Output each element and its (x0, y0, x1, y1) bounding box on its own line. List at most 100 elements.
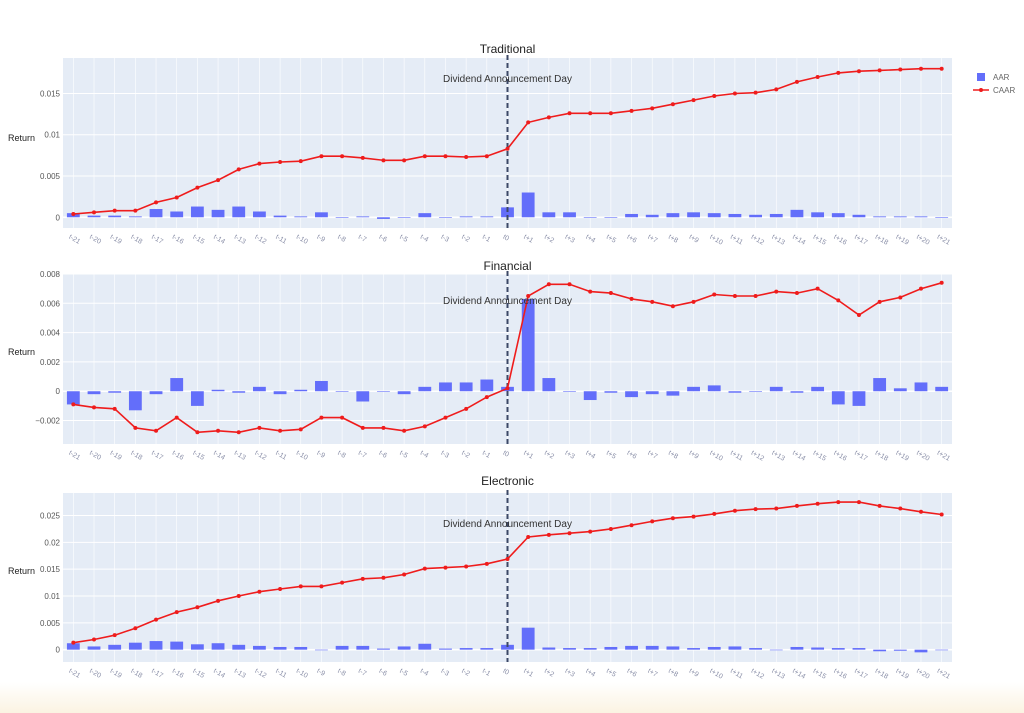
caar-point (360, 576, 365, 581)
aar-bar (728, 646, 742, 650)
x-tick-label: t-8 (336, 234, 347, 244)
x-tick-label: t+10 (708, 668, 724, 681)
caar-point (112, 208, 117, 213)
y-tick-label: 0 (56, 213, 61, 222)
caar-point (629, 296, 634, 301)
aar-bar (149, 209, 163, 218)
x-tick-label: t-3 (439, 234, 450, 244)
caar-point (918, 509, 923, 514)
caar-point (71, 211, 76, 216)
caar-point (236, 167, 241, 172)
x-tick-label: t-14 (212, 234, 226, 246)
x-tick-label: t+16 (832, 234, 848, 247)
y-tick-label: 0.005 (40, 172, 61, 181)
caar-point (257, 425, 262, 430)
caar-point (298, 427, 303, 432)
x-tick-label: t-21 (67, 668, 81, 680)
x-tick-label: t+6 (626, 234, 638, 245)
legend-caar-label: CAAR (993, 86, 1015, 95)
caar-point (588, 529, 593, 534)
caar-point (216, 428, 221, 433)
aar-bar (893, 388, 907, 392)
aar-bar (459, 216, 473, 218)
caar-point (546, 282, 551, 287)
caar-point (753, 293, 758, 298)
y-tick-label: 0.002 (40, 358, 61, 367)
aar-bar (728, 391, 742, 393)
caar-point (753, 507, 758, 512)
aar-bar (645, 391, 659, 395)
caar-point (236, 430, 241, 435)
x-tick-label: t+4 (584, 668, 596, 679)
aar-bar (873, 649, 887, 652)
y-tick-label: 0.01 (44, 131, 60, 140)
legend-aar-swatch (977, 73, 985, 81)
aar-bar (190, 644, 204, 650)
caar-point (319, 154, 324, 159)
x-tick-label: t-18 (129, 234, 143, 246)
aar-bar (377, 648, 390, 650)
x-tick-label: t+17 (853, 668, 869, 681)
caar-point (815, 286, 820, 291)
aar-bar (873, 216, 887, 218)
x-tick-label: t+19 (894, 234, 910, 247)
y-tick-label: 0.025 (40, 512, 61, 521)
caar-point (319, 415, 324, 420)
caar-point (608, 111, 613, 116)
caar-point (443, 154, 448, 159)
aar-bar (397, 646, 411, 650)
x-tick-label: t+6 (626, 450, 638, 461)
aar-bar (335, 391, 349, 392)
x-tick-label: t-5 (398, 450, 409, 460)
x-tick-label: t-17 (150, 450, 164, 462)
caar-point (71, 640, 76, 645)
x-tick-label: t-17 (150, 234, 164, 246)
caar-point (174, 195, 179, 200)
x-tick-label: t-7 (357, 234, 368, 244)
x-tick-label: t+12 (750, 668, 766, 681)
aar-bar (459, 382, 473, 392)
aar-bar (811, 647, 825, 650)
aar-bar (108, 644, 122, 650)
aar-bar (439, 648, 452, 650)
caar-point (608, 526, 613, 531)
page-footer-strip (0, 682, 1024, 713)
x-tick-label: t-18 (129, 668, 143, 680)
x-tick-label: t-16 (171, 234, 185, 246)
aar-bar (604, 646, 618, 650)
x-tick-label: t+3 (564, 668, 576, 679)
caar-point (443, 415, 448, 420)
x-tick-label: t+21 (936, 234, 952, 247)
x-tick-label: t+1 (522, 234, 534, 245)
x-tick-label: t-1 (481, 450, 492, 460)
caar-point (278, 159, 283, 164)
aar-bar (232, 644, 246, 650)
aar-bar (149, 641, 163, 650)
aar-bar (707, 385, 721, 392)
aar-bar (583, 217, 597, 218)
x-tick-label: t-15 (191, 668, 205, 680)
caar-point (133, 208, 138, 213)
caar-point (340, 154, 345, 159)
x-tick-label: t+21 (936, 450, 952, 463)
aar-bar (749, 648, 763, 650)
caar-point (567, 282, 572, 287)
caar-point (360, 425, 365, 430)
caar-point (794, 79, 799, 84)
x-tick-label: t-6 (377, 450, 388, 460)
aar-bar (935, 649, 949, 651)
aar-bar (418, 213, 432, 218)
aar-bar (418, 643, 432, 650)
aar-bar (335, 217, 349, 218)
chart-title: Traditional (480, 42, 536, 56)
caar-point (856, 500, 861, 505)
aar-bar (542, 378, 556, 392)
x-tick-label: t-2 (460, 450, 471, 460)
caar-point (71, 402, 76, 407)
x-tick-label: t+21 (936, 668, 952, 681)
caar-point (877, 299, 882, 304)
y-tick-label: 0.015 (40, 89, 61, 98)
x-tick-label: t0 (502, 234, 511, 243)
aar-bar (914, 382, 928, 392)
